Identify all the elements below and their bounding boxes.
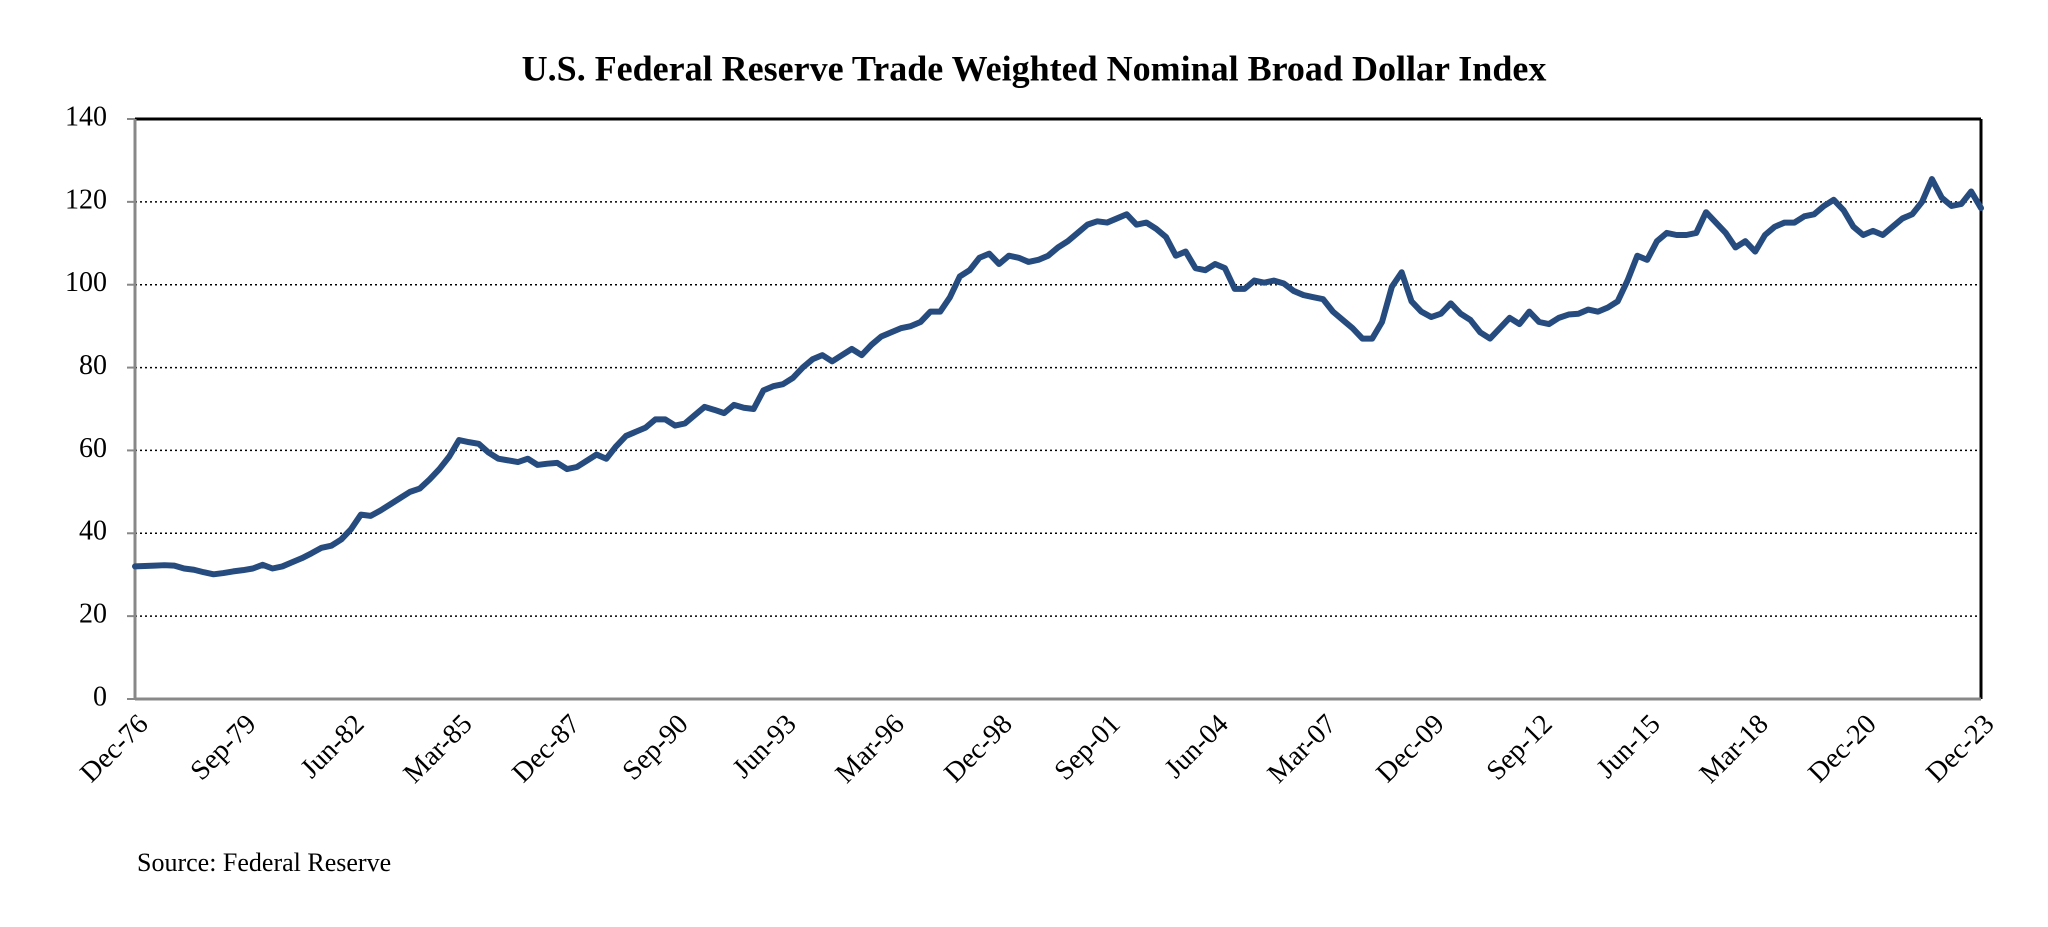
source-note: Source: Federal Reserve	[137, 848, 391, 877]
x-tick-label: Dec-20	[1802, 709, 1882, 789]
x-tick-label: Dec-09	[1370, 709, 1450, 789]
y-tick-label: 40	[79, 516, 107, 547]
x-tick-label: Sep-12	[1481, 709, 1559, 787]
y-tick-label: 120	[65, 184, 107, 215]
x-tick-label: Mar-85	[398, 709, 479, 790]
y-tick-label: 100	[65, 267, 107, 298]
x-tick-label: Jun-04	[1159, 709, 1235, 785]
y-tick-label: 60	[79, 433, 107, 464]
x-tick-label: Dec-87	[506, 709, 586, 789]
x-tick-label: Dec-76	[74, 709, 154, 789]
x-tick-label: Mar-07	[1262, 709, 1343, 790]
x-tick-label: Sep-01	[1049, 709, 1127, 787]
x-tick-label: Dec-98	[938, 709, 1018, 789]
x-tick-label: Sep-90	[617, 709, 695, 787]
x-tick-label: Jun-82	[295, 709, 371, 785]
chart-title: U.S. Federal Reserve Trade Weighted Nomi…	[522, 48, 1547, 88]
x-tick-label: Dec-23	[1920, 709, 2000, 789]
x-tick-label: Sep-79	[184, 709, 262, 787]
y-tick-label: 0	[93, 681, 107, 712]
x-tick-label: Jun-15	[1591, 709, 1667, 785]
y-tick-label: 20	[79, 599, 107, 630]
data-line	[132, 176, 1984, 578]
y-tick-label: 140	[65, 101, 107, 132]
x-tick-label: Mar-18	[1694, 709, 1775, 790]
x-tick-label: Jun-93	[727, 709, 803, 785]
y-tick-label: 80	[79, 350, 107, 381]
x-tick-label: Mar-96	[830, 709, 911, 790]
